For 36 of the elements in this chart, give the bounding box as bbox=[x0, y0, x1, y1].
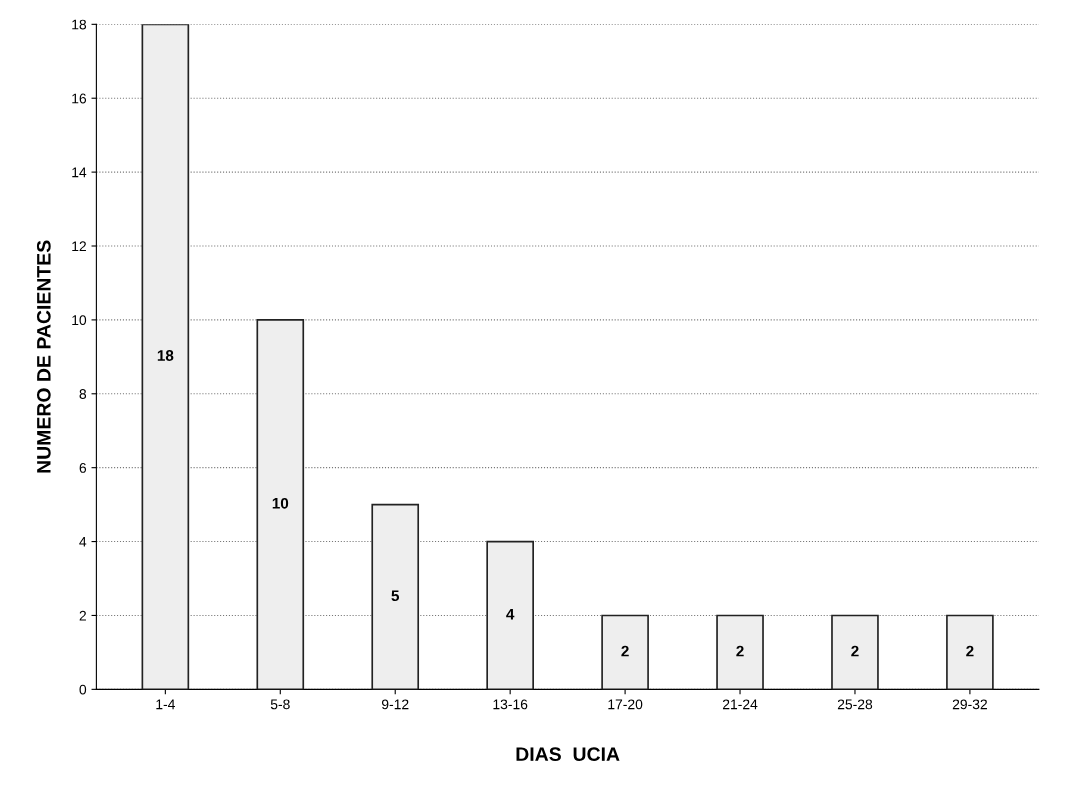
y-tick-label: 10 bbox=[72, 315, 87, 326]
data-label: 2 bbox=[621, 645, 629, 657]
x-tick-label: 13-16 bbox=[493, 699, 528, 710]
data-label: 2 bbox=[851, 645, 859, 657]
data-label: 2 bbox=[736, 645, 744, 657]
bar bbox=[371, 503, 420, 690]
bar bbox=[256, 319, 305, 690]
data-label: 4 bbox=[506, 608, 515, 620]
y-tick-label: 14 bbox=[72, 167, 87, 178]
bar bbox=[601, 614, 649, 690]
bar bbox=[716, 614, 764, 690]
y-tick-label: 18 bbox=[72, 19, 87, 30]
data-label: 10 bbox=[272, 497, 289, 509]
y-axis-title: NUMERO DE PACIENTES bbox=[36, 240, 51, 473]
y-tick-label: 12 bbox=[72, 241, 86, 252]
y-tick-label: 4 bbox=[79, 537, 87, 547]
x-tick-label: 9-12 bbox=[381, 699, 409, 710]
bar bbox=[831, 614, 879, 690]
y-tick-label: 8 bbox=[79, 389, 87, 399]
data-label: 2 bbox=[966, 645, 974, 657]
bar bbox=[141, 24, 190, 690]
data-label: 18 bbox=[157, 350, 174, 361]
bar bbox=[486, 540, 534, 690]
y-tick-label: 0 bbox=[79, 684, 87, 695]
bar bbox=[946, 614, 994, 690]
x-tick-label: 25-28 bbox=[837, 699, 873, 710]
data-label: 5 bbox=[391, 590, 400, 602]
y-tick-label: 16 bbox=[72, 93, 87, 104]
y-tick-label: 2 bbox=[79, 610, 86, 621]
x-axis-title: DIAS UCIA bbox=[516, 747, 620, 762]
x-tick-label: 29-32 bbox=[952, 699, 987, 710]
x-tick-label: 17-20 bbox=[608, 699, 643, 710]
x-tick-label: 1-4 bbox=[156, 699, 175, 710]
x-tick-label: 21-24 bbox=[722, 699, 758, 710]
y-tick-label: 6 bbox=[79, 463, 87, 473]
x-tick-label: 5-8 bbox=[270, 699, 290, 710]
